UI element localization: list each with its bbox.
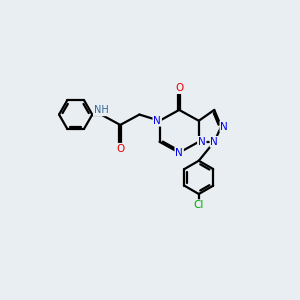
- Text: O: O: [116, 144, 124, 154]
- Text: N: N: [210, 137, 218, 147]
- Text: N: N: [175, 148, 183, 158]
- Text: O: O: [175, 83, 183, 93]
- Text: Cl: Cl: [194, 200, 204, 210]
- Text: N: N: [153, 116, 161, 126]
- Text: NH: NH: [94, 105, 109, 116]
- Text: N: N: [220, 122, 228, 132]
- Text: N: N: [198, 137, 206, 147]
